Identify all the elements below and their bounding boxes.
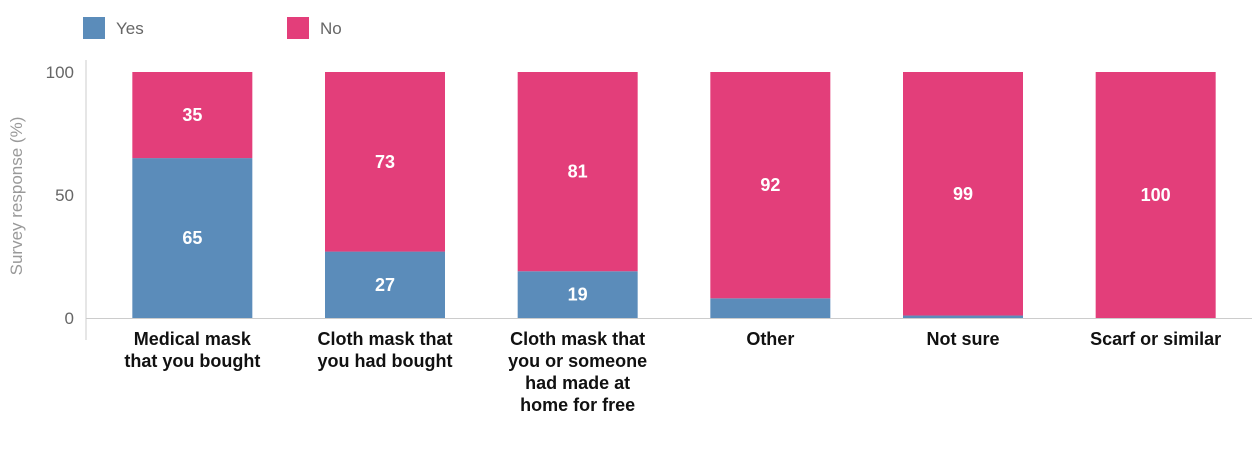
category-label: Cloth mask that you had bought (317, 329, 452, 371)
y-tick-label: 50 (55, 186, 74, 205)
x-axis-category-labels: Medical mask that you bought Cloth mask th… (124, 329, 1221, 415)
data-label: 99 (953, 184, 973, 204)
category-label: Scarf or similar (1090, 329, 1221, 349)
y-tick-label: 0 (65, 309, 74, 328)
category-label: Other (746, 329, 794, 349)
bars: 65 35 27 73 19 81 92 99 100 (132, 72, 1216, 318)
data-label: 100 (1141, 185, 1171, 205)
category-label: Cloth mask that you or someone had made at… (508, 329, 647, 415)
y-axis: 0 50 100 (46, 60, 1252, 340)
data-label: 35 (182, 105, 202, 125)
data-label: 27 (375, 275, 395, 295)
category-label: Not sure (926, 329, 999, 349)
data-label: 65 (182, 228, 202, 248)
bar-segment-no (517, 72, 638, 272)
category-label: Medical mask that you bought (124, 329, 260, 371)
data-label: 73 (375, 152, 395, 172)
legend-label-yes: Yes (116, 19, 144, 38)
bar-segment-no (710, 72, 831, 299)
legend-label-no: No (320, 19, 342, 38)
bar-segment-no (325, 72, 445, 252)
bar-segment-no (1095, 72, 1216, 318)
y-axis-title: Survey response (%) (7, 117, 26, 276)
data-label: 92 (760, 175, 780, 195)
y-tick-label: 100 (46, 63, 74, 82)
data-label: 81 (568, 162, 588, 182)
bar-segment-no (132, 72, 253, 159)
bar-segment-yes (517, 271, 638, 318)
bar-segment-yes (132, 158, 253, 318)
bar-segment-yes (325, 251, 445, 318)
bar-segment-no (903, 72, 1023, 316)
legend: Yes No (83, 17, 342, 39)
bar-segment-yes (903, 315, 1023, 318)
legend-swatch-no (287, 17, 309, 39)
bar-segment-yes (710, 298, 831, 318)
legend-swatch-yes (83, 17, 105, 39)
data-label: 19 (568, 285, 588, 305)
